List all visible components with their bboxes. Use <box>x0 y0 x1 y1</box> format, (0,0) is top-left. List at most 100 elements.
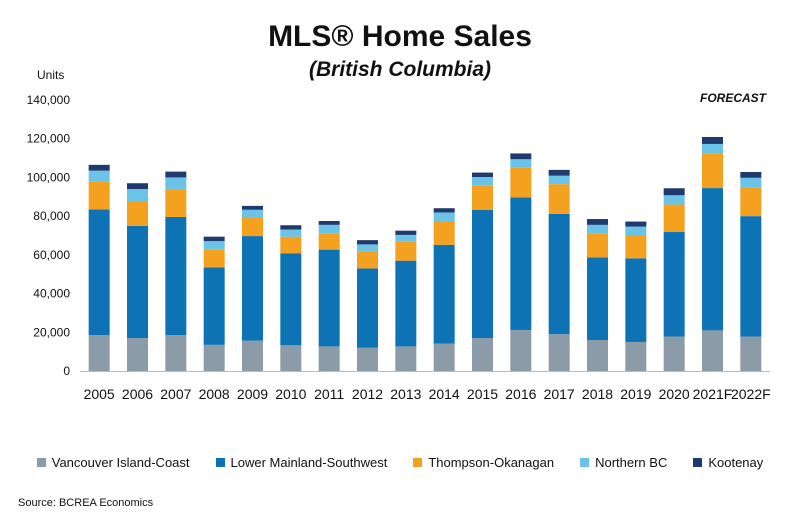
bar-segment-thompson-okanagan <box>510 167 532 198</box>
bar-segment-kootenay <box>663 188 685 196</box>
bar-segment-vancouver-island-coast <box>203 344 225 371</box>
bar-segment-northern-bc <box>587 224 608 234</box>
bar-segment-thompson-okanagan <box>433 220 455 245</box>
bar-segment-northern-bc <box>127 189 148 202</box>
legend-label: Lower Mainland-Southwest <box>230 455 388 470</box>
bar-segment-northern-bc <box>433 212 455 221</box>
bar-segment-lower-mainland-southwest <box>280 253 302 346</box>
bar-segment-northern-bc <box>203 241 225 250</box>
bar-segment-vancouver-island-coast <box>88 335 110 371</box>
y-tick-label: 40,000 <box>33 287 70 301</box>
bar-segment-kootenay <box>127 183 148 190</box>
bar-segment-northern-bc <box>242 209 263 218</box>
bar-segment-lower-mainland-southwest <box>625 258 647 342</box>
bar-segment-vancouver-island-coast <box>165 334 187 371</box>
bar-segment-thompson-okanagan <box>663 204 685 233</box>
bar-segment-northern-bc <box>88 170 110 182</box>
y-tick-label: 20,000 <box>33 325 70 339</box>
bar-segment-lower-mainland-southwest <box>548 213 570 335</box>
bar-segment-vancouver-island-coast <box>702 330 723 371</box>
bar-segment-vancouver-island-coast <box>472 338 493 371</box>
bar-segment-vancouver-island-coast <box>625 341 647 371</box>
bar-segment-lower-mainland-southwest <box>702 188 723 331</box>
bar-segment-thompson-okanagan <box>203 249 225 268</box>
bar-segment-lower-mainland-southwest <box>472 209 493 339</box>
bar-segment-kootenay <box>203 236 225 242</box>
bar-segment-northern-bc <box>740 177 762 188</box>
bar-segment-northern-bc <box>510 159 532 168</box>
bar-segment-kootenay <box>740 172 762 178</box>
bar-segment-lower-mainland-southwest <box>165 216 187 335</box>
bar-segment-kootenay <box>472 172 493 178</box>
x-tick-label: 2018 <box>582 386 613 402</box>
legend-label: Kootenay <box>708 455 764 470</box>
bar-segment-kootenay <box>395 230 417 235</box>
bar-segment-vancouver-island-coast <box>318 346 340 371</box>
bar-segment-thompson-okanagan <box>472 185 493 210</box>
y-axis-label: Units <box>37 68 65 82</box>
x-tick-label: 2021F <box>693 386 733 402</box>
bar-segment-northern-bc <box>702 143 723 154</box>
x-tick-label: 2008 <box>199 386 230 402</box>
bar-segment-lower-mainland-southwest <box>88 209 110 336</box>
bar-segment-northern-bc <box>625 226 647 236</box>
legend-item: Northern BC <box>580 455 667 470</box>
bar-segment-kootenay <box>357 240 378 245</box>
bar-segment-thompson-okanagan <box>318 233 340 250</box>
y-tick-label: 80,000 <box>33 209 70 223</box>
bar-segment-thompson-okanagan <box>740 187 762 217</box>
bar-segment-northern-bc <box>663 195 685 205</box>
x-tick-label: 2012 <box>352 386 383 402</box>
bar-segment-lower-mainland-southwest <box>127 225 148 339</box>
y-tick-label: 0 <box>63 364 70 378</box>
bar-segment-northern-bc <box>395 234 417 242</box>
bar-segment-kootenay <box>88 164 110 171</box>
x-tick-label: 2006 <box>122 386 153 402</box>
bar-segment-lower-mainland-southwest <box>357 268 378 348</box>
bar-segment-lower-mainland-southwest <box>740 216 762 337</box>
bar-segment-lower-mainland-southwest <box>433 244 455 344</box>
bar-segment-kootenay <box>510 153 532 160</box>
x-tick-label: 2020 <box>659 386 690 402</box>
bar-segment-vancouver-island-coast <box>280 345 302 371</box>
bar-segment-vancouver-island-coast <box>395 346 417 371</box>
x-tick-label: 2005 <box>84 386 115 402</box>
y-tick-label: 120,000 <box>27 132 71 146</box>
bar-segment-thompson-okanagan <box>127 201 148 226</box>
x-tick-label: 2022F <box>731 386 771 402</box>
bar-segment-vancouver-island-coast <box>357 347 378 371</box>
legend-swatch <box>693 458 703 467</box>
bar-segment-kootenay <box>433 208 455 213</box>
bar-segment-vancouver-island-coast <box>433 343 455 371</box>
bar-segment-lower-mainland-southwest <box>242 236 263 341</box>
legend-swatch <box>215 458 225 467</box>
x-tick-label: 2007 <box>160 386 191 402</box>
bar-segment-kootenay <box>625 221 647 227</box>
x-tick-label: 2009 <box>237 386 268 402</box>
bar-segment-kootenay <box>242 205 263 210</box>
y-tick-label: 140,000 <box>27 93 71 107</box>
bar-segment-kootenay <box>587 219 608 225</box>
source-note: Source: BCREA Economics <box>18 497 154 509</box>
bar-segment-kootenay <box>165 171 187 178</box>
bar-segment-thompson-okanagan <box>587 233 608 258</box>
legend-label: Vancouver Island-Coast <box>51 455 190 470</box>
bar-segment-thompson-okanagan <box>395 241 417 261</box>
legend-item: Lower Mainland-Southwest <box>215 455 388 470</box>
chart-legend: Vancouver Island-Coast Lower Mainland-Sou… <box>0 455 800 470</box>
x-tick-label: 2017 <box>544 386 575 402</box>
legend-label: Northern BC <box>595 455 668 470</box>
bar-segment-vancouver-island-coast <box>242 340 263 371</box>
bar-segment-lower-mainland-southwest <box>318 249 340 347</box>
legend-swatch <box>413 458 423 467</box>
bar-segment-lower-mainland-southwest <box>663 232 685 337</box>
bar-segment-vancouver-island-coast <box>740 336 762 371</box>
x-tick-label: 2015 <box>467 386 498 402</box>
bar-segment-kootenay <box>548 169 570 176</box>
bar-segment-lower-mainland-southwest <box>587 257 608 341</box>
bar-segment-thompson-okanagan <box>548 184 570 214</box>
x-tick-label: 2019 <box>620 386 651 402</box>
bar-segment-vancouver-island-coast <box>510 329 532 371</box>
bar-segment-kootenay <box>280 225 302 230</box>
bar-segment-northern-bc <box>472 177 493 186</box>
